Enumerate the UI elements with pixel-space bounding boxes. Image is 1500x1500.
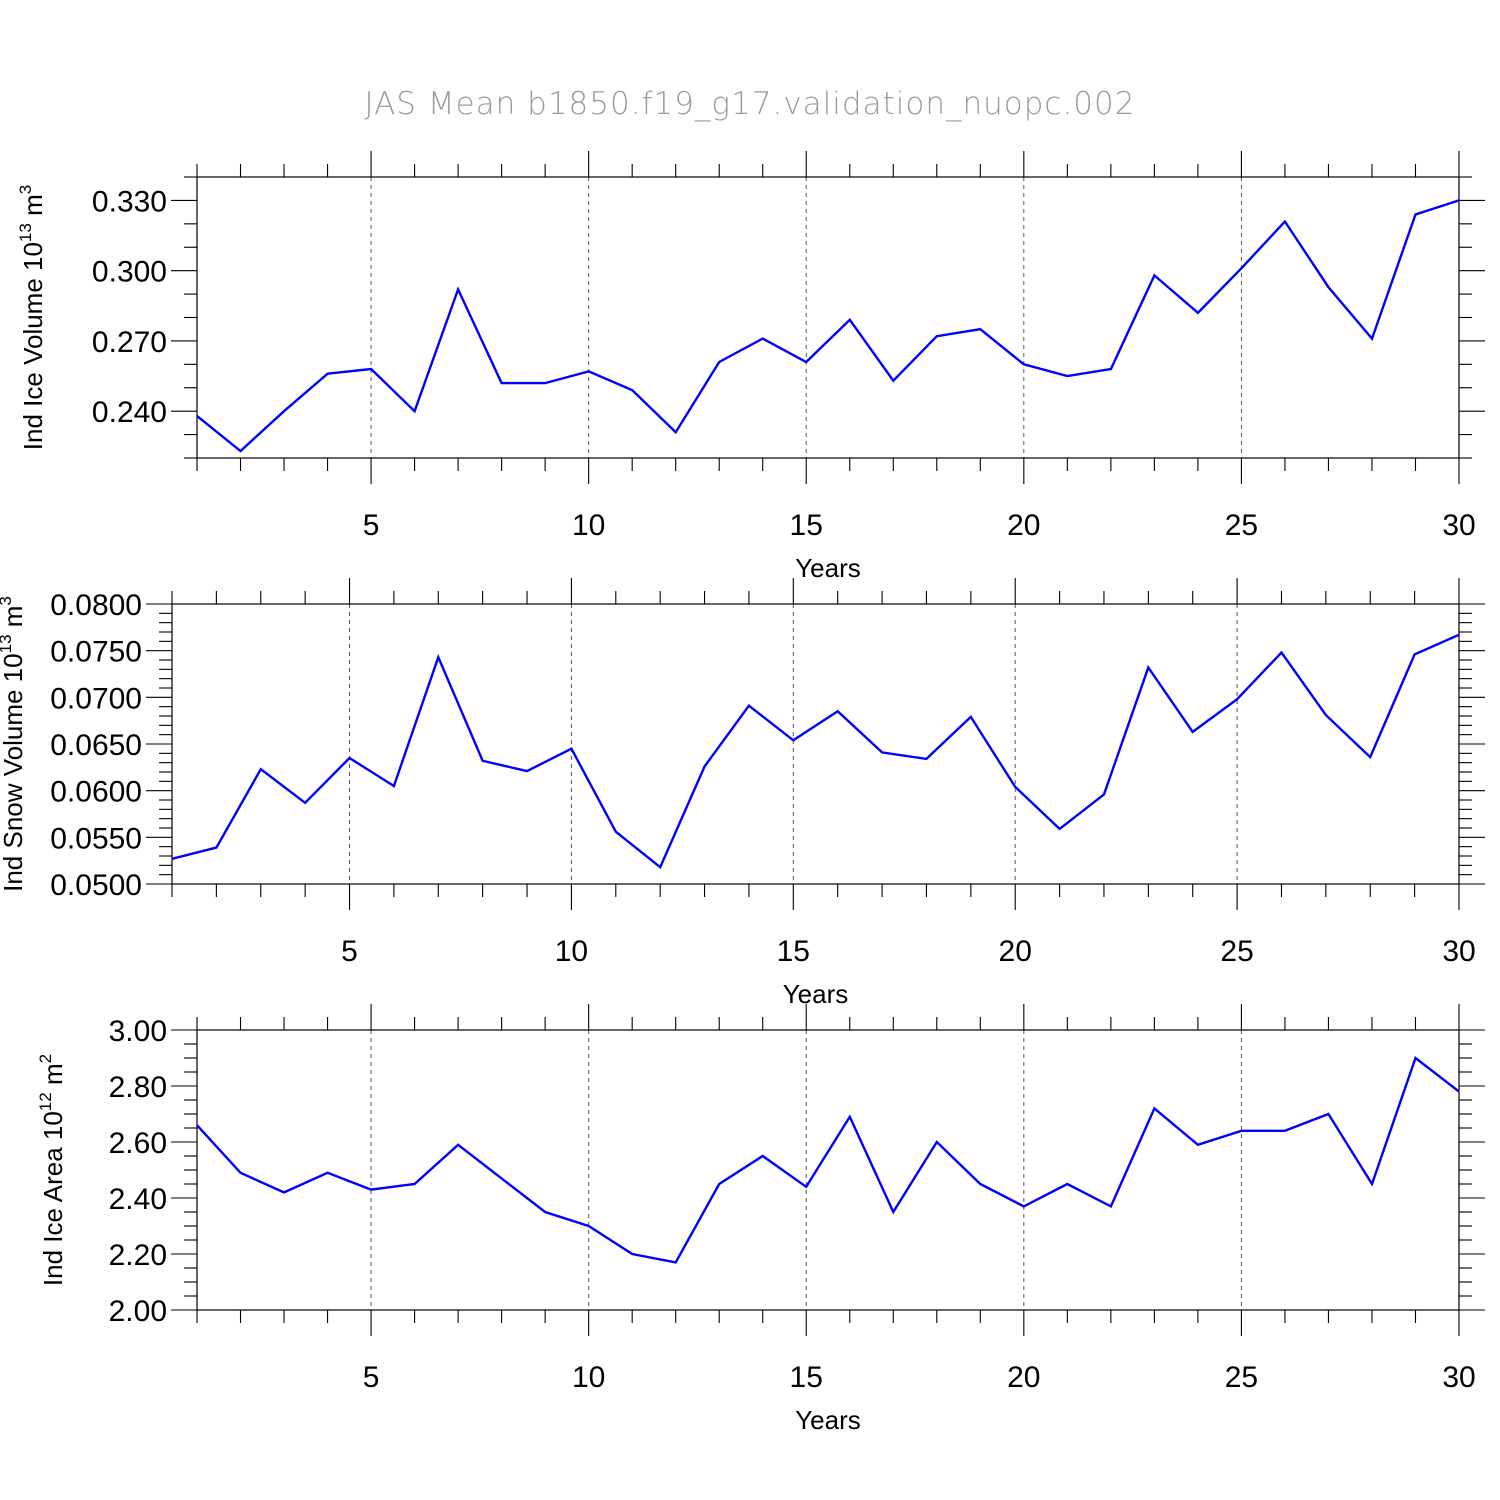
y-tick-label-6: 0.0800 [50,589,142,622]
plot-frame [196,176,1460,459]
y-axis-title-unit: m [0,606,28,635]
x-axis-title: Years [783,979,849,1009]
figure-title: JAS Mean b1850.f19_g17.validation_nuopc.… [365,86,1136,122]
y-axis-title: Ind Snow Volume 1013 m3 [0,596,28,892]
y-tick-label-0: 0.240 [92,396,167,429]
x-tick-label-30: 30 [1442,935,1475,968]
y-tick-label-3: 2.60 [109,1127,167,1160]
x-tick-label-25: 25 [1225,509,1258,542]
series-line [196,199,1460,453]
x-tick-label-15: 15 [777,935,810,968]
y-axis-title-unit: m [18,194,48,223]
x-tick-label-20: 20 [1007,1361,1040,1394]
x-tick-label-5: 5 [363,509,380,542]
y-tick-label-1: 0.0550 [50,822,142,855]
x-tick-label-25: 25 [1225,1361,1258,1394]
y-axis-title-text: Ind Ice Volume 10 [18,242,48,450]
y-tick-label-5: 0.0750 [50,636,142,669]
series-line [171,633,1460,870]
x-tick-label-10: 10 [572,1361,605,1394]
y-tick-label-4: 0.0700 [50,682,142,715]
panel-ice-volume: 5 10 15 20 25 30 0.240 0.270 0.300 0.330 Years Ind … [16,151,1485,583]
y-axis-title: Ind Ice Volume 1013 m3 [16,185,48,450]
x-tick-label-10: 10 [572,509,605,542]
y-axis-title-exponent: 13 [16,223,35,242]
x-tick-label-20: 20 [999,935,1032,968]
x-axis-title: Years [795,553,861,583]
y-axis-title-exponent: 13 [0,634,15,653]
x-tick-label-30: 30 [1442,509,1475,542]
panel-snow-volume: 5 10 15 20 25 30 0.0500 0.0550 0.0600 0.0650 0.070… [0,578,1485,1009]
plot-frame [171,603,1460,885]
x-tick-label-25: 25 [1220,935,1253,968]
y-tick-label-2: 0.300 [92,256,167,289]
y-tick-label-0: 2.00 [109,1295,167,1328]
x-tick-label-5: 5 [341,935,358,968]
y-tick-label-3: 0.330 [92,185,167,218]
y-axis-title-text: Ind Ice Area 10 [38,1111,68,1286]
y-tick-label-4: 2.80 [109,1071,167,1104]
y-axis-title-unit-exponent: 2 [36,1054,55,1063]
x-axis-title: Years [795,1405,861,1435]
x-tick-label-15: 15 [790,509,823,542]
panel-ice-area: 5 10 15 20 25 30 2.00 2.20 2.40 2.60 2.80 3.00 Years… [36,1004,1485,1435]
y-tick-label-5: 3.00 [109,1015,167,1048]
x-tick-label-10: 10 [555,935,588,968]
x-tick-label-5: 5 [363,1361,380,1394]
y-axis-title-unit: m [38,1063,68,1092]
y-tick-label-2: 2.40 [109,1183,167,1216]
x-tick-label-20: 20 [1007,509,1040,542]
y-axis-title: Ind Ice Area 1012 m2 [36,1054,68,1286]
y-tick-label-3: 0.0650 [50,729,142,762]
series-line [196,1056,1460,1264]
y-axis-title-unit-exponent: 3 [16,185,35,194]
y-tick-label-1: 0.270 [92,326,167,359]
y-axis-title-exponent: 12 [36,1092,55,1111]
x-tick-label-30: 30 [1442,1361,1475,1394]
y-axis-title-text: Ind Snow Volume 10 [0,653,28,892]
y-axis-title-unit-exponent: 3 [0,596,15,605]
y-tick-label-2: 0.0600 [50,776,142,809]
y-tick-label-1: 2.20 [109,1239,167,1272]
y-tick-label-0: 0.0500 [50,869,142,902]
plot-frame [196,1029,1460,1311]
x-tick-label-15: 15 [790,1361,823,1394]
